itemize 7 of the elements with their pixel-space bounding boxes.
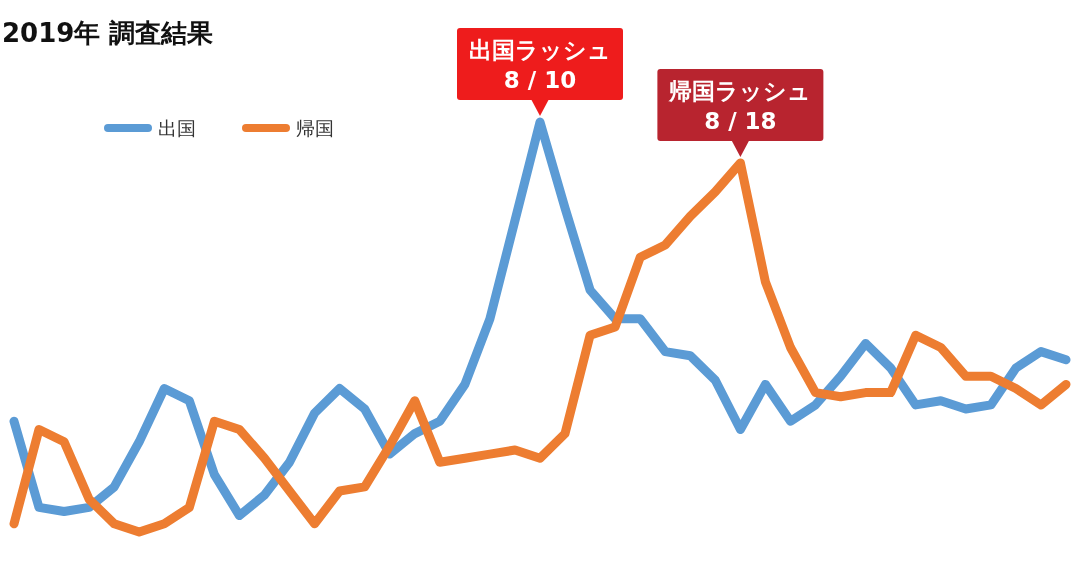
- legend-label: 帰国: [296, 117, 334, 139]
- legend-item: 出国: [104, 117, 196, 139]
- annotation: 出国ラッシュ 8 / 10: [469, 37, 611, 93]
- legend-item: 帰国: [242, 117, 334, 139]
- annotation: 帰国ラッシュ 8 / 18: [668, 78, 812, 134]
- chart-title: 2019年 調査結果: [2, 18, 214, 48]
- legend-label: 出国: [158, 117, 196, 139]
